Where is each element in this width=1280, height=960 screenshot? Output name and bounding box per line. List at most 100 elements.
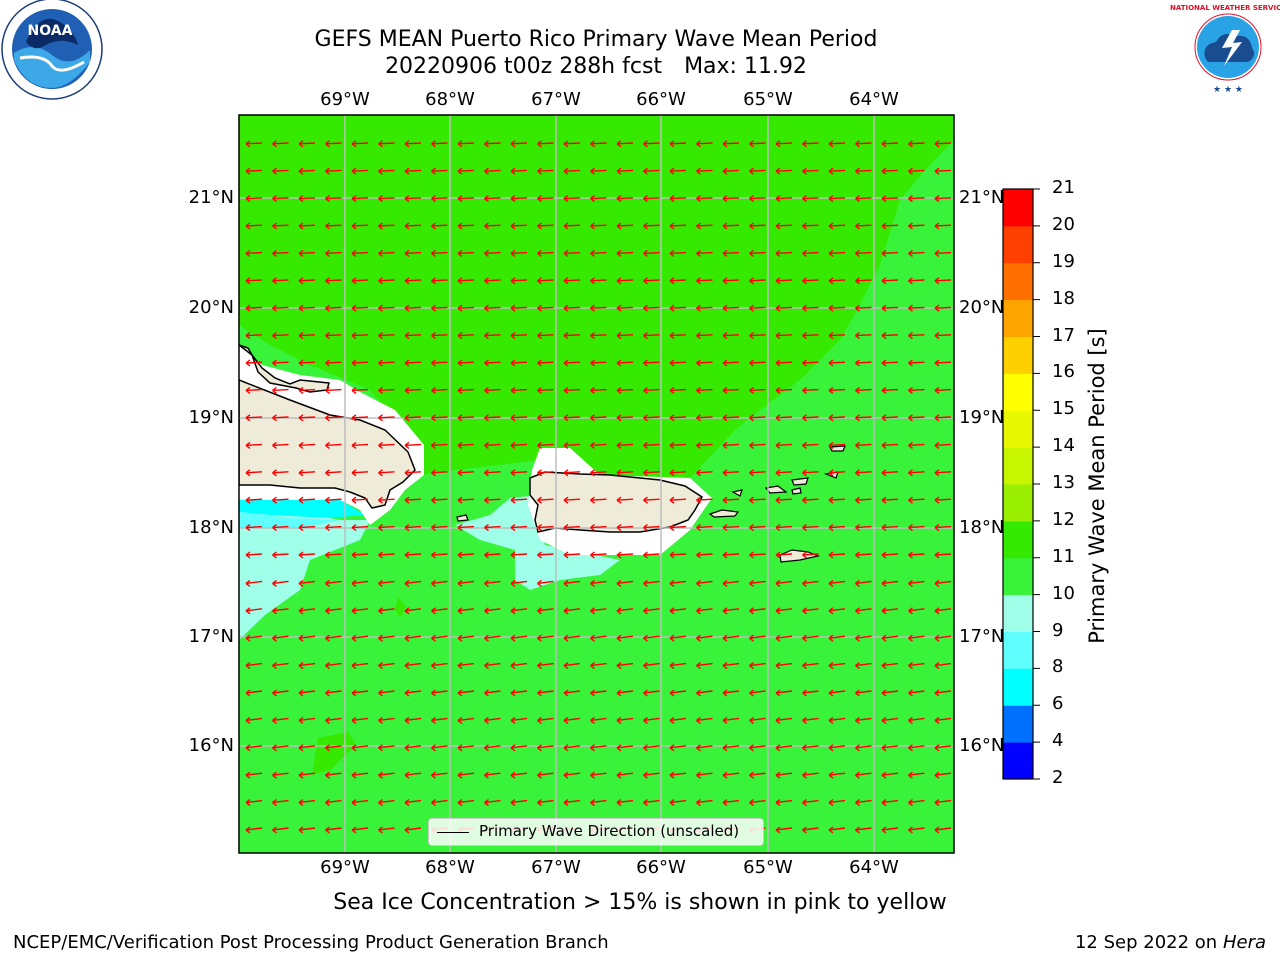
wave-arrow	[802, 634, 819, 642]
wave-arrow	[696, 689, 713, 697]
wave-arrow	[908, 771, 925, 779]
wave-arrow	[881, 826, 899, 834]
wave-arrow	[351, 222, 369, 230]
wave-arrow	[616, 167, 634, 175]
wave-arrow	[484, 689, 501, 697]
wave-arrow	[722, 195, 740, 203]
wave-arrow	[325, 414, 342, 422]
wave-arrow	[431, 222, 448, 230]
wave-arrow	[457, 195, 475, 203]
wave-arrow	[828, 551, 846, 559]
wave-arrow	[590, 524, 607, 532]
wave-arrow	[457, 277, 475, 285]
wave-arrow	[378, 222, 395, 230]
wave-arrow	[563, 441, 581, 449]
wave-arrow	[245, 579, 263, 587]
wave-arrow	[934, 249, 952, 257]
wave-arrow	[457, 579, 475, 587]
colorbar-segment	[1003, 742, 1033, 780]
wave-arrow	[722, 496, 740, 504]
wave-arrow	[669, 359, 687, 367]
wave-arrow	[669, 441, 687, 449]
wave-arrow	[881, 771, 899, 779]
wave-arrow	[828, 359, 846, 367]
wave-arrow	[802, 771, 819, 779]
wave-arrow	[775, 496, 793, 504]
wave-arrow	[722, 441, 740, 449]
wave-arrow	[537, 744, 554, 752]
wave-arrow	[590, 195, 607, 203]
wave-arrow	[378, 414, 395, 422]
wave-arrow	[484, 332, 501, 340]
lat-label: 16°N	[188, 735, 234, 756]
wave-arrow	[484, 386, 501, 394]
wave-arrow	[510, 496, 528, 504]
wave-arrow	[537, 607, 554, 615]
wave-arrow	[590, 304, 607, 312]
wave-arrow	[510, 689, 528, 697]
wave-arrow	[378, 277, 395, 285]
wave-arrow	[457, 799, 475, 807]
wave-arrow	[563, 716, 581, 724]
wave-arrow	[775, 222, 793, 230]
wave-arrow	[749, 304, 766, 312]
wave-arrow	[643, 195, 660, 203]
wave-arrow	[590, 551, 607, 559]
colorbar-tick-label: 14	[1052, 435, 1075, 457]
wave-arrow	[245, 551, 263, 559]
wave-arrow	[908, 579, 925, 587]
wave-arrow	[510, 771, 528, 779]
colorbar-segment	[1003, 262, 1033, 301]
wave-arrow	[802, 332, 819, 340]
wave-arrow	[643, 304, 660, 312]
wave-arrow	[590, 771, 607, 779]
wave-arrow	[590, 441, 607, 449]
wave-arrow	[802, 441, 819, 449]
wave-arrow	[537, 304, 554, 312]
colorbar-segment	[1003, 557, 1033, 596]
wave-arrow	[828, 607, 846, 615]
wave-arrow	[669, 771, 687, 779]
wave-arrow	[272, 386, 289, 394]
wave-arrow	[616, 222, 634, 230]
wave-arrow	[457, 167, 475, 175]
wave-arrow	[696, 441, 713, 449]
wave-arrow	[669, 195, 687, 203]
wave-arrow	[775, 414, 793, 422]
wave-arrow	[775, 140, 793, 148]
wave-arrow	[881, 689, 899, 697]
wave-arrow	[881, 662, 899, 670]
wave-arrow	[325, 496, 342, 504]
wave-arrow	[510, 386, 528, 394]
lat-label: 16°N	[959, 735, 1005, 756]
wave-arrow	[378, 744, 395, 752]
wave-arrow	[696, 579, 713, 587]
wave-arrow	[457, 496, 475, 504]
wave-arrow	[590, 579, 607, 587]
wave-arrow	[855, 524, 872, 532]
wave-arrow	[298, 744, 316, 752]
wave-arrow	[749, 662, 766, 670]
wave-arrow	[696, 551, 713, 559]
wave-arrow	[643, 744, 660, 752]
wave-arrow	[828, 579, 846, 587]
colorbar-tick-label: 11	[1052, 545, 1075, 567]
wave-arrow	[431, 579, 448, 587]
colorbar-segment	[1003, 520, 1033, 559]
wave-arrow	[563, 744, 581, 752]
wave-arrow	[669, 799, 687, 807]
wave-arrow	[404, 167, 422, 175]
wave-arrow	[325, 249, 342, 257]
wave-arrow	[722, 469, 740, 477]
wave-arrow	[378, 771, 395, 779]
wave-arrow	[404, 469, 422, 477]
wave-arrow	[245, 359, 263, 367]
wave-arrow	[934, 744, 952, 752]
wave-arrow	[272, 716, 289, 724]
wave-arrow	[643, 359, 660, 367]
wave-arrow	[298, 469, 316, 477]
wave-arrow	[431, 386, 448, 394]
wave-arrow	[484, 579, 501, 587]
wave-arrow	[298, 524, 316, 532]
wave-arrow	[828, 744, 846, 752]
